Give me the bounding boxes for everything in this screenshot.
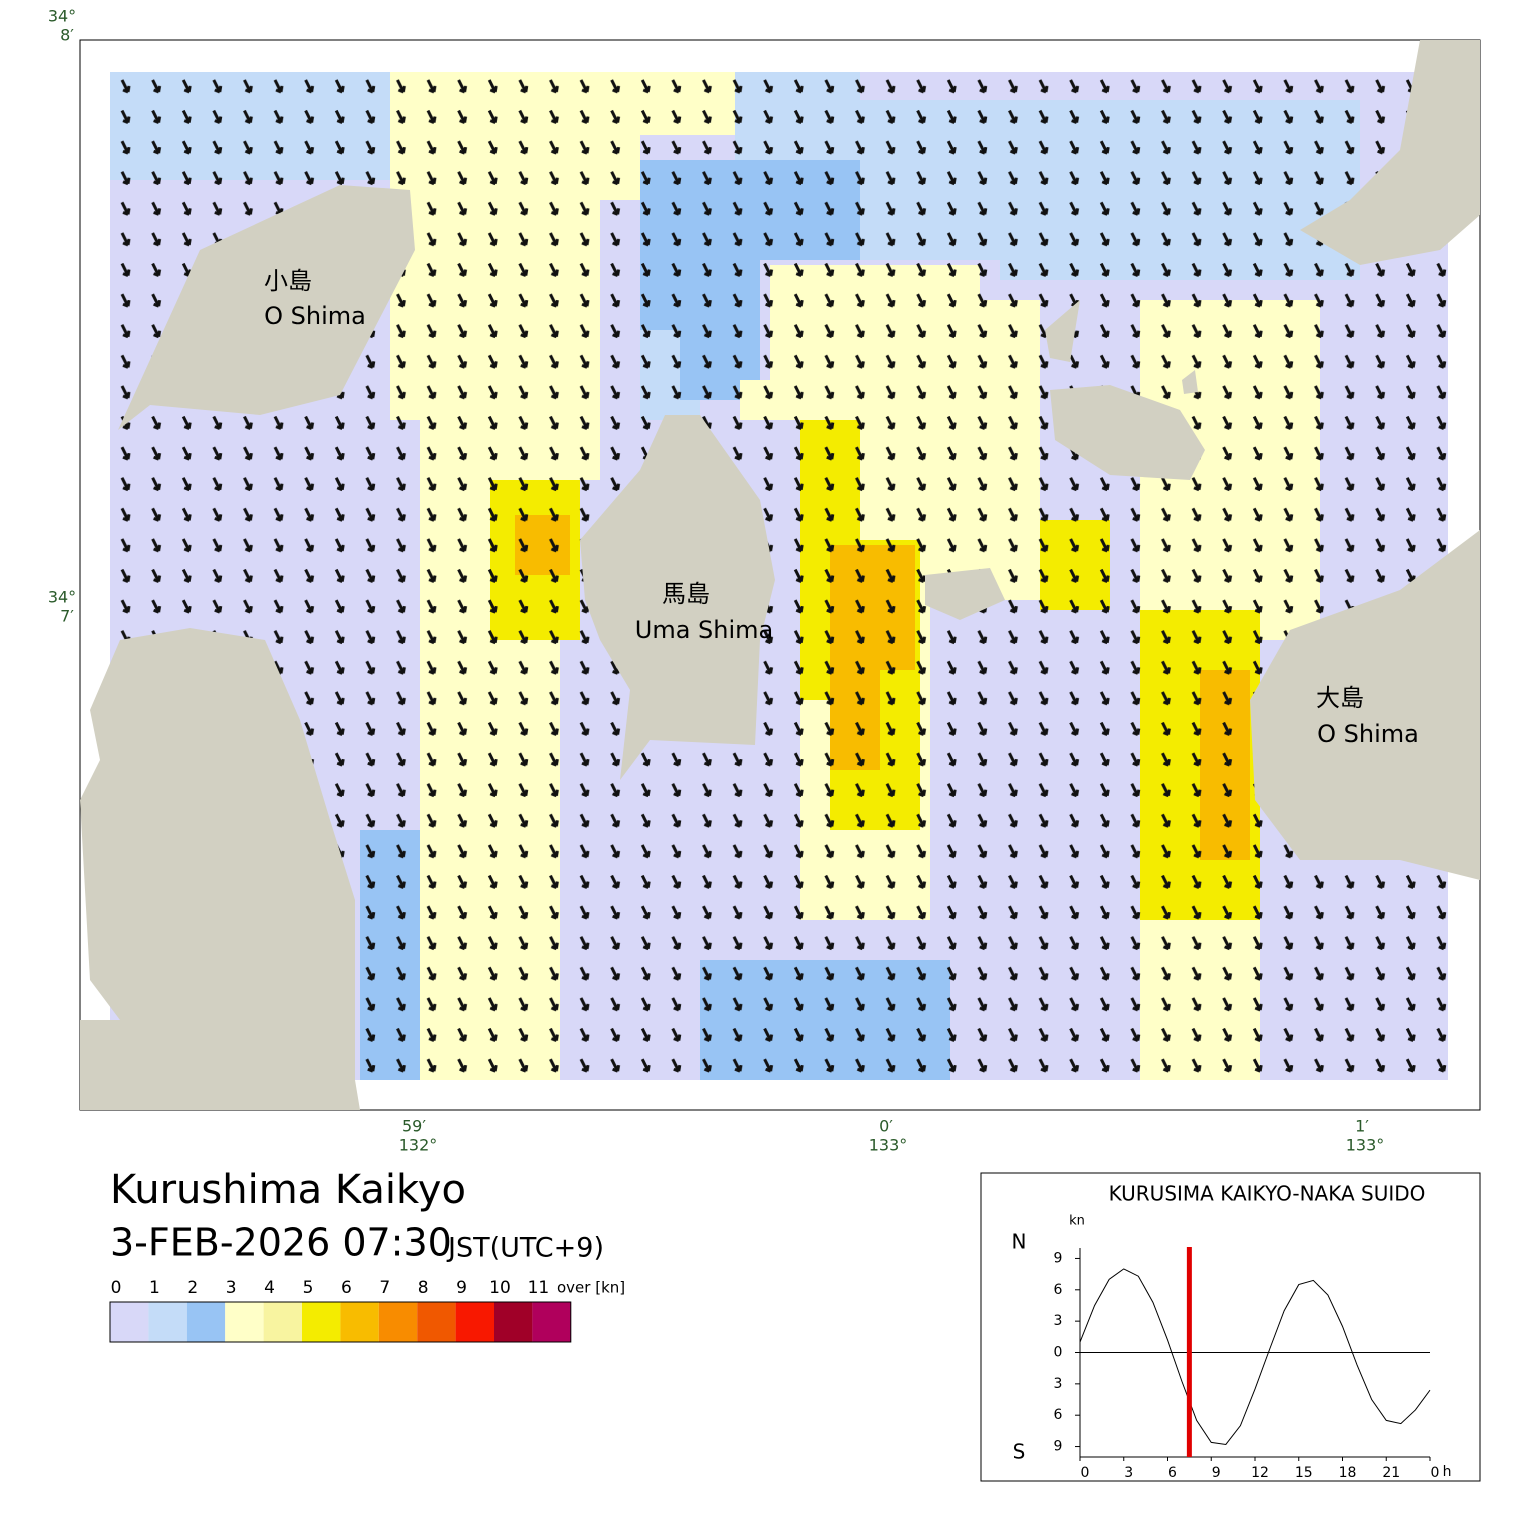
x-tick-label: 9 [1212, 1465, 1221, 1481]
y-unit: kn [1069, 1214, 1085, 1229]
x-unit: h [1443, 1464, 1452, 1480]
lat-label: 34° [48, 588, 76, 607]
chart-title: KURUSIMA KAIKYO-NAKA SUIDO [1109, 1182, 1426, 1206]
legend-label: 9 [456, 1278, 467, 1298]
lat-label: 34° [48, 7, 76, 26]
lat-label: 7′ [60, 607, 74, 626]
land [80, 40, 1480, 1110]
legend-label: 8 [418, 1278, 429, 1298]
legend-swatch [225, 1302, 264, 1342]
y-tick-label: 3 [1054, 1313, 1063, 1329]
land-area [80, 628, 360, 1110]
x-tick-label: 18 [1339, 1465, 1357, 1481]
island-label: Uma Shima [635, 616, 773, 644]
legend: 0 1 2 3 4 5 6 7 8 9 10 11 [109, 1278, 572, 1343]
y-tick-label: 6 [1054, 1282, 1063, 1298]
legend-border [109, 1301, 572, 1343]
x-tick-label: 0 [1081, 1465, 1090, 1481]
island-label: 馬島 [662, 580, 710, 608]
y-tick-label: 6 [1054, 1407, 1063, 1423]
island-label: 大島 [1316, 684, 1364, 712]
island-label: 小島 [264, 267, 312, 295]
legend-label: 7 [379, 1278, 390, 1298]
legend-label: 1 [149, 1278, 160, 1298]
north-label: N [1012, 1230, 1027, 1254]
y-tick-label: 9 [1054, 1250, 1063, 1266]
legend-swatch [532, 1302, 571, 1342]
legend-swatch [417, 1302, 456, 1342]
island-label: O Shima [1317, 720, 1419, 748]
legend-label: 6 [341, 1278, 352, 1298]
legend-swatch [494, 1302, 533, 1342]
legend-label: 0 [111, 1278, 122, 1298]
land-area [1300, 40, 1480, 265]
legend-label: 10 [489, 1278, 511, 1298]
x-tick-label: 21 [1382, 1465, 1400, 1481]
legend-label: 11 [528, 1278, 550, 1298]
tide-curve [1079, 1268, 1431, 1445]
x-tick-label: 15 [1295, 1465, 1313, 1481]
y-tick-label: 3 [1054, 1376, 1063, 1392]
map: 小島 O Shima 馬島 Uma Shima 大島 O Shima 34° 8… [48, 7, 1481, 1155]
island [1050, 385, 1205, 480]
datetime: 3-FEB-2026 07:30 [110, 1221, 452, 1265]
tide-chart: KURUSIMA KAIKYO-NAKA SUIDO kn N S h 9 6 3 0… [980, 1172, 1481, 1482]
x-tick-label: 6 [1168, 1465, 1177, 1481]
legend-swatch [110, 1302, 149, 1342]
legend-unit: over [kn] [557, 1279, 625, 1297]
legend-swatch [302, 1302, 341, 1342]
legend-label: 4 [264, 1278, 275, 1298]
legend-swatch [186, 1302, 226, 1342]
island [118, 185, 415, 430]
island [1045, 300, 1198, 394]
legend-label: 2 [187, 1278, 198, 1298]
x-tick-label: 3 [1124, 1465, 1133, 1481]
lon-label: 133° [869, 1136, 908, 1155]
south-label: S [1013, 1440, 1026, 1464]
lat-label: 8′ [60, 26, 74, 45]
x-tick-label: 0 [1431, 1465, 1440, 1481]
x-tick-label: 12 [1251, 1465, 1269, 1481]
legend-swatch [378, 1302, 418, 1342]
y-tick-label: 9 [1054, 1439, 1063, 1455]
title: Kurushima Kaikyo [110, 1167, 466, 1213]
legend-swatch [263, 1302, 302, 1342]
lon-label: 132° [399, 1136, 438, 1155]
lon-label: 133° [1346, 1136, 1385, 1155]
island-label: O Shima [264, 302, 366, 330]
legend-label: 5 [303, 1278, 314, 1298]
lon-label: 0′ [879, 1117, 893, 1136]
y-tick-label: 0 [1054, 1345, 1063, 1361]
timezone: JST(UTC+9) [446, 1233, 604, 1264]
legend-swatch [148, 1302, 187, 1342]
legend-swatch [455, 1302, 494, 1342]
lon-label: 1′ [1355, 1117, 1369, 1136]
legend-label: 3 [226, 1278, 237, 1298]
lon-label: 59′ [402, 1117, 426, 1136]
chart-frame [980, 1172, 1481, 1482]
legend-swatch [340, 1302, 379, 1342]
island [1250, 530, 1480, 880]
island [580, 415, 775, 780]
island [925, 568, 1005, 620]
